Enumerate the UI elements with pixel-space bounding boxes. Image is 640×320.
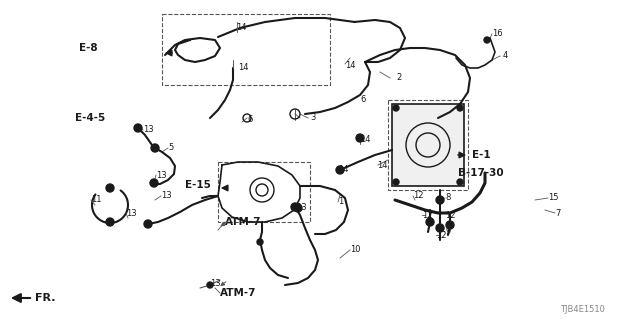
Text: E-15: E-15: [185, 180, 211, 190]
Circle shape: [436, 196, 444, 204]
Text: E-1: E-1: [472, 150, 491, 160]
Text: 12: 12: [422, 211, 433, 220]
Text: 3: 3: [310, 114, 316, 123]
Text: 4: 4: [503, 52, 508, 60]
Circle shape: [294, 204, 302, 212]
Text: 2: 2: [396, 74, 401, 83]
Text: 12: 12: [413, 191, 424, 201]
Text: 14: 14: [345, 60, 355, 69]
Text: 1: 1: [338, 197, 343, 206]
Circle shape: [336, 166, 344, 174]
Text: 13: 13: [156, 171, 166, 180]
Text: 14: 14: [338, 165, 349, 174]
Circle shape: [457, 105, 463, 111]
Text: FR.: FR.: [35, 293, 56, 303]
Circle shape: [134, 124, 142, 132]
Circle shape: [426, 218, 434, 226]
Text: 16: 16: [492, 29, 502, 38]
Text: E-4-5: E-4-5: [75, 113, 105, 123]
Text: 13: 13: [161, 191, 172, 201]
Bar: [388, 100, 468, 190]
Text: B-17-30: B-17-30: [458, 168, 504, 178]
Text: 10: 10: [350, 245, 360, 254]
Text: 14: 14: [236, 23, 246, 33]
Circle shape: [446, 221, 454, 229]
Circle shape: [393, 179, 399, 185]
Text: 13: 13: [296, 204, 307, 212]
Text: 15: 15: [548, 194, 559, 203]
Text: 6: 6: [247, 116, 252, 124]
Circle shape: [106, 184, 114, 192]
Circle shape: [150, 179, 158, 187]
Circle shape: [457, 179, 463, 185]
Circle shape: [484, 37, 490, 43]
Circle shape: [436, 224, 444, 232]
Bar: [392, 104, 464, 186]
Text: TJB4E1510: TJB4E1510: [560, 305, 605, 314]
Text: 14: 14: [360, 135, 371, 145]
Text: 13: 13: [126, 209, 136, 218]
Circle shape: [257, 239, 263, 245]
Text: ATM-7: ATM-7: [225, 217, 262, 227]
Text: 13: 13: [143, 125, 154, 134]
Circle shape: [356, 134, 364, 142]
Text: 12: 12: [436, 230, 447, 239]
Text: 5: 5: [168, 143, 173, 153]
Text: 9: 9: [445, 228, 451, 236]
Text: 12: 12: [445, 211, 456, 220]
Circle shape: [106, 218, 114, 226]
Circle shape: [291, 203, 299, 211]
Circle shape: [393, 105, 399, 111]
Text: 6: 6: [360, 95, 365, 105]
Circle shape: [151, 144, 159, 152]
Bar: [218, 162, 310, 222]
Text: 11: 11: [91, 196, 102, 204]
Text: 14: 14: [377, 161, 387, 170]
Circle shape: [144, 220, 152, 228]
Text: 13: 13: [210, 278, 221, 287]
Text: 14: 14: [238, 63, 248, 73]
Text: ATM-7: ATM-7: [220, 288, 257, 298]
Bar: [162, 14, 330, 85]
Text: 7: 7: [555, 209, 561, 218]
Text: E-8: E-8: [79, 43, 98, 53]
Circle shape: [207, 282, 213, 288]
Text: 8: 8: [445, 194, 451, 203]
